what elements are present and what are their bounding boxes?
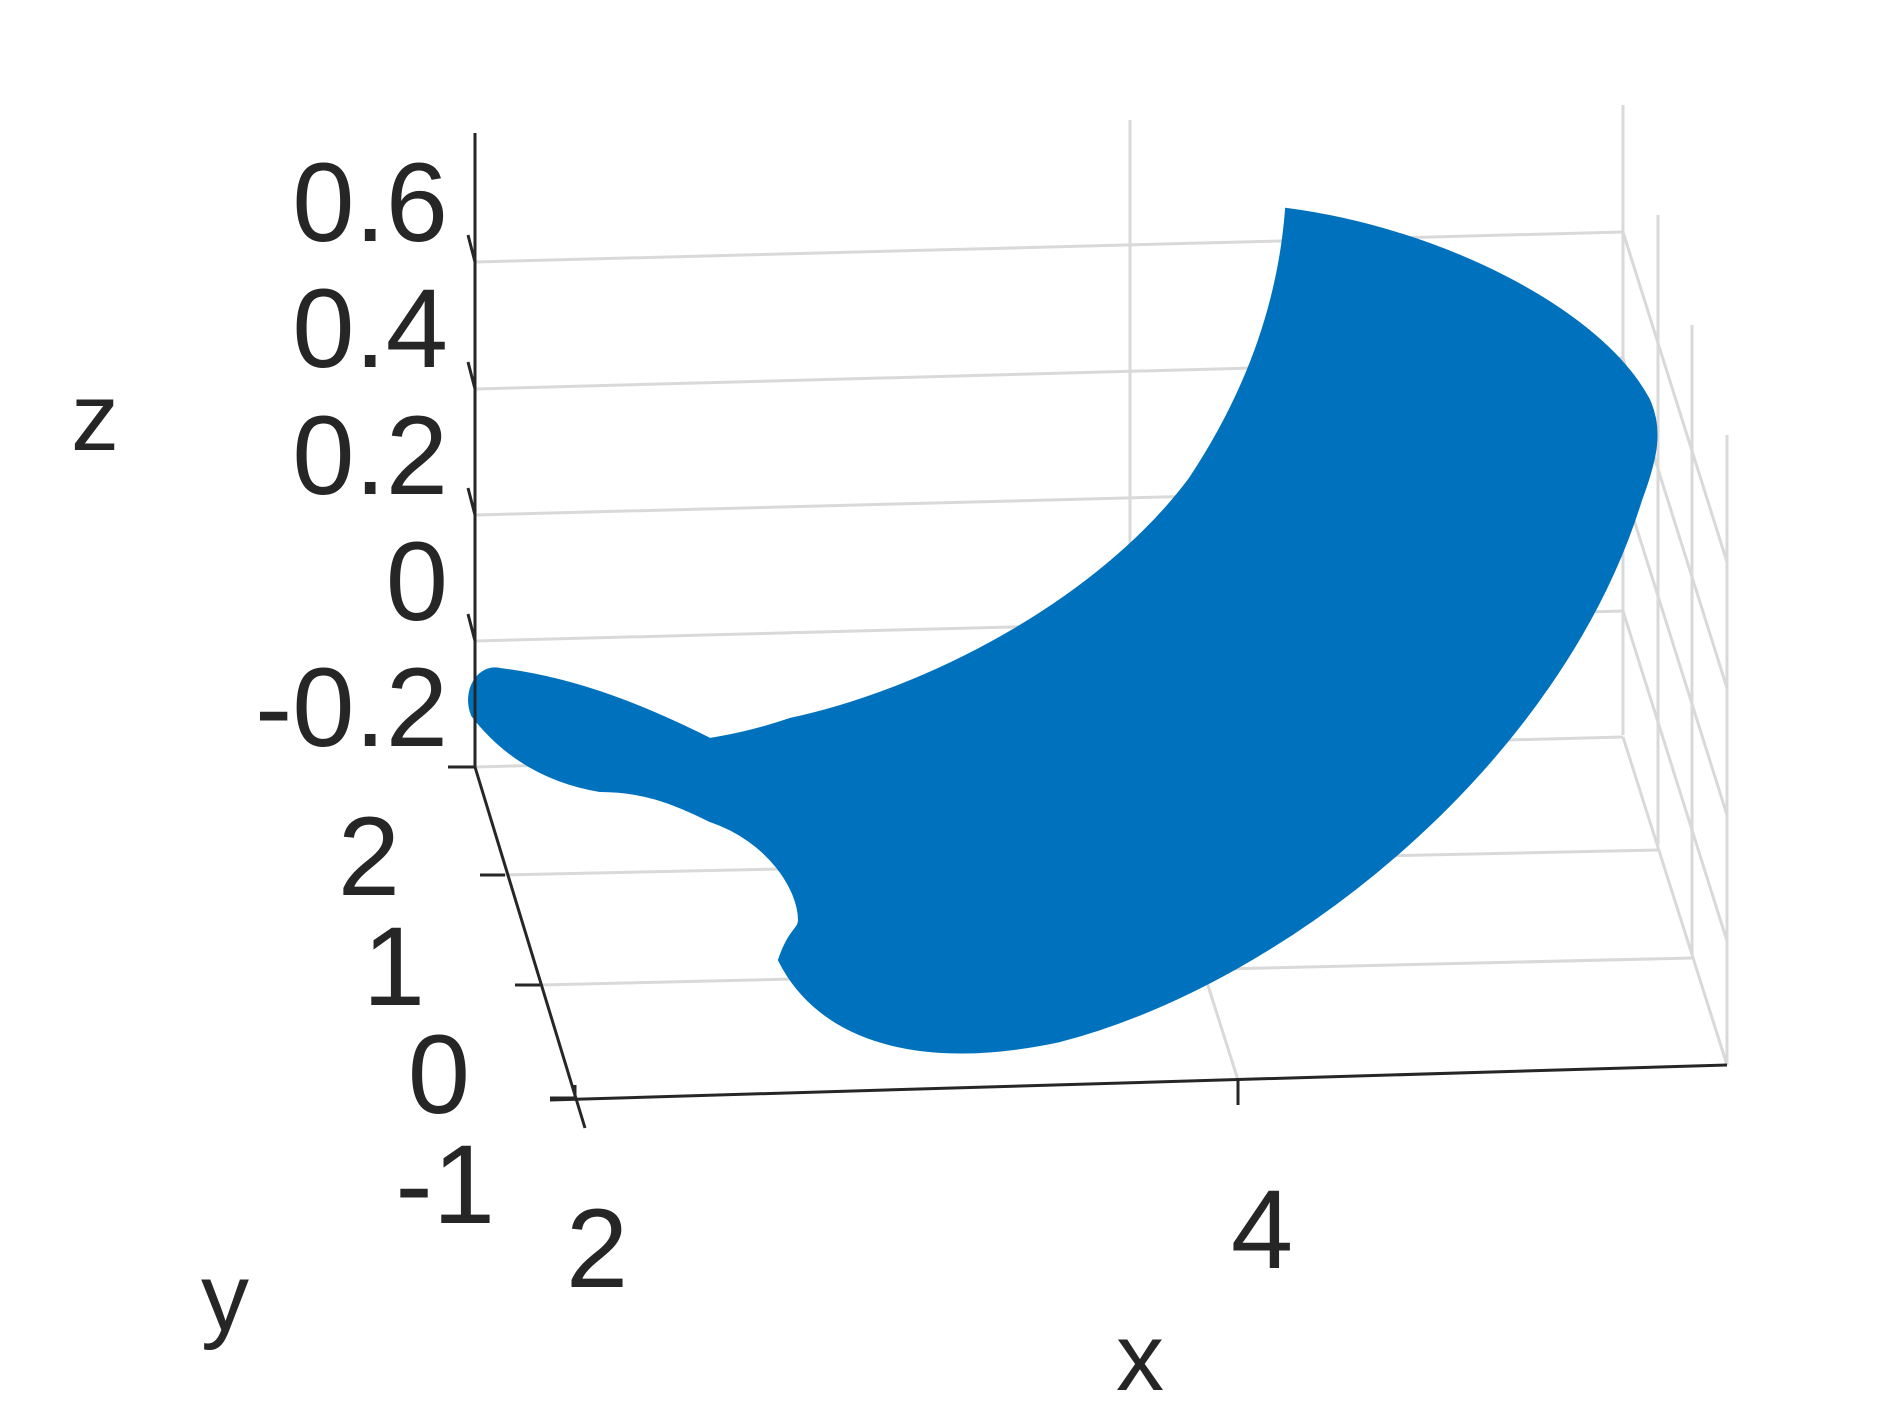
z-tick <box>466 487 477 516</box>
x-axis-line <box>549 1063 1728 1102</box>
z-tick <box>466 234 477 263</box>
z-tick-label: 0 <box>386 519 448 644</box>
y-axis-label: y <box>201 1244 249 1351</box>
z-axis-label: z <box>71 364 119 471</box>
x-ticks: 2 4 <box>566 1080 1293 1311</box>
grid-line <box>1621 484 1729 816</box>
z-ticks: 0.6 0.4 0.2 0 -0.2 <box>255 140 477 770</box>
y-tick-label: 2 <box>338 794 400 919</box>
y-tick-label: -1 <box>395 1122 495 1247</box>
z-tick-label: 0.6 <box>292 140 448 265</box>
grid-line <box>1621 610 1729 942</box>
y-tick-label: 1 <box>363 904 425 1029</box>
z-tick-label: 0.4 <box>292 266 448 391</box>
axes <box>473 133 1728 1129</box>
grid-line <box>474 230 1624 264</box>
z-tick-label: -0.2 <box>255 645 448 770</box>
grid-line <box>1621 231 1729 563</box>
x-tick-label: 2 <box>566 1186 628 1311</box>
surface <box>468 207 1658 1054</box>
z-tick <box>466 613 477 642</box>
y-axis-line <box>473 766 587 1129</box>
x-axis-label: x <box>1116 1304 1164 1411</box>
y-ticks: 2 1 0 -1 <box>338 765 575 1247</box>
z-tick <box>466 361 477 390</box>
z-tick-label: 0.2 <box>292 393 448 518</box>
grid-line <box>1621 736 1729 1066</box>
y-tick-label: 0 <box>408 1012 470 1137</box>
x-tick-label: 4 <box>1231 1167 1293 1292</box>
